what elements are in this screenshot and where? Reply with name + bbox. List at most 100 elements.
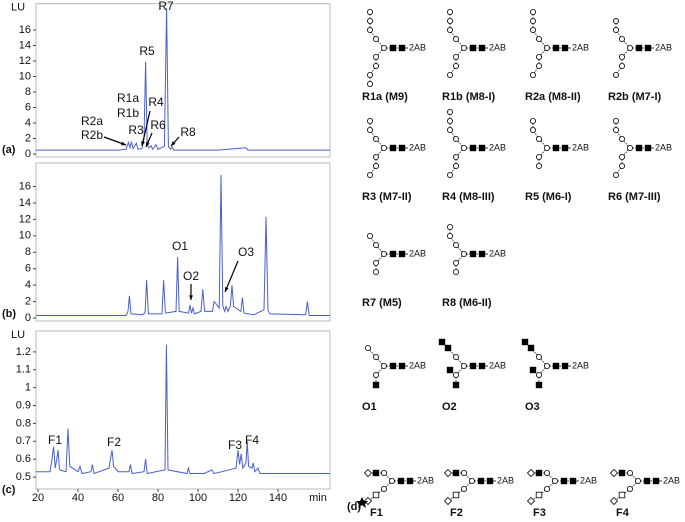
glycan-tag: 2AB — [409, 142, 426, 152]
glycan-residue — [552, 477, 559, 484]
glycan-residue — [609, 496, 619, 506]
glycan-residue — [536, 63, 543, 70]
glycan-residue — [446, 118, 453, 125]
glycan-tag: 2AB — [497, 475, 514, 485]
glycan-residue — [438, 338, 446, 346]
glycan-bond — [615, 129, 623, 140]
glycan-residue — [452, 153, 459, 160]
structure-label: R2a (M8-II) — [525, 91, 581, 103]
glycan-residue — [446, 232, 453, 239]
glycan-residue — [560, 477, 568, 485]
glycan-tag: 2AB — [489, 248, 506, 258]
glycan-residue — [398, 44, 406, 52]
glycan-residue — [652, 477, 660, 485]
glycan-residue — [446, 17, 453, 24]
glycan-tag: 2AB — [489, 42, 506, 52]
glycan-residue — [619, 162, 626, 169]
glycan-tag: 2AB — [409, 360, 426, 370]
glycan-residue — [644, 144, 652, 152]
glycan-residue — [618, 491, 626, 499]
glycan-residue — [460, 45, 467, 52]
structure-label: R5 (M6-I) — [525, 191, 572, 203]
glycan-residue — [569, 477, 577, 485]
structure-label: R7 (M5) — [362, 297, 402, 309]
glycan-residue — [452, 469, 460, 477]
glycan-residue — [535, 381, 543, 389]
glycan-residue — [452, 381, 460, 389]
y-tick-label: 8 — [25, 86, 31, 98]
y-tick-label: 0 — [25, 148, 31, 160]
glycan-residue — [406, 477, 414, 485]
glycan-bond — [532, 29, 540, 40]
glycan-residue — [380, 362, 387, 369]
glycan-bond — [449, 129, 457, 140]
glycan-residue — [535, 491, 543, 499]
glycan-bond — [615, 29, 623, 40]
arrow — [141, 110, 151, 147]
glycan-residue — [446, 127, 453, 134]
glycan-bond — [449, 165, 457, 176]
glycan-bond — [383, 472, 393, 482]
glycan-residue — [380, 469, 387, 476]
y-tick-label: 10 — [19, 70, 31, 82]
glycan-tag: 2AB — [655, 42, 672, 52]
glycan-residue — [635, 44, 643, 52]
glycan-residue — [460, 250, 467, 257]
glycan-residue — [452, 491, 460, 499]
annotation: F2 — [107, 435, 121, 449]
glycan-residue — [380, 45, 387, 52]
annotation: R5 — [139, 44, 155, 58]
glycan-residue — [521, 338, 529, 346]
glycan-bond — [369, 129, 377, 140]
glycan-residue — [443, 496, 453, 506]
structure-label: R8 (M6-II) — [442, 297, 492, 309]
y-tick-label: 6 — [25, 263, 31, 275]
glycan-residue — [609, 468, 619, 478]
glycan-residue — [544, 485, 551, 492]
glycan-residue — [452, 135, 459, 142]
glycan-residue — [536, 371, 543, 378]
glycan-bond — [369, 165, 377, 176]
y-tick-label: 10 — [19, 230, 31, 242]
glycan-tag: 2AB — [489, 142, 506, 152]
annotation: O2 — [183, 269, 199, 283]
glycan-bond — [615, 65, 623, 76]
glycan-bond — [449, 29, 457, 40]
glycan-residue — [380, 144, 387, 151]
y-tick-label: 16 — [19, 180, 31, 192]
glycan-residue — [444, 344, 452, 352]
y-tick-label: 0.5 — [16, 471, 31, 483]
arrow-head — [189, 295, 193, 300]
glycan-residue — [452, 54, 459, 61]
y-tick-label: 4 — [25, 117, 31, 129]
glycan-residue — [561, 44, 569, 52]
glycan-residue — [544, 144, 551, 151]
structure-label: R1a (M9) — [362, 91, 408, 103]
glycan-residue — [397, 477, 405, 485]
glycan-residue — [526, 496, 536, 506]
glycan-bond — [449, 65, 457, 76]
glycan-residue — [446, 8, 453, 15]
glycan-residue — [446, 26, 453, 33]
glycan-residue — [627, 45, 634, 52]
glycan-residue — [635, 144, 643, 152]
glycan-residue — [380, 250, 387, 257]
glycan-residue — [530, 72, 537, 79]
glycan-residue — [643, 477, 651, 485]
panel-label: (d) — [347, 501, 361, 513]
glycan-residue — [627, 469, 634, 476]
glycan-residue — [398, 362, 406, 370]
glycan-bond — [629, 472, 639, 482]
glycan-residue — [619, 54, 626, 61]
glycan-residue — [536, 54, 543, 61]
structure-label: O2 — [442, 401, 457, 413]
glycan-residue — [372, 153, 379, 160]
glycan-bond — [629, 480, 639, 490]
structure-label: F1 — [370, 507, 383, 517]
y-tick-label: 12 — [19, 213, 31, 225]
structure-label: F4 — [616, 507, 630, 517]
glycan-residue — [372, 36, 379, 43]
glycan-residue — [627, 144, 634, 151]
glycan-residue — [469, 362, 477, 370]
glycan-residue — [460, 485, 467, 492]
